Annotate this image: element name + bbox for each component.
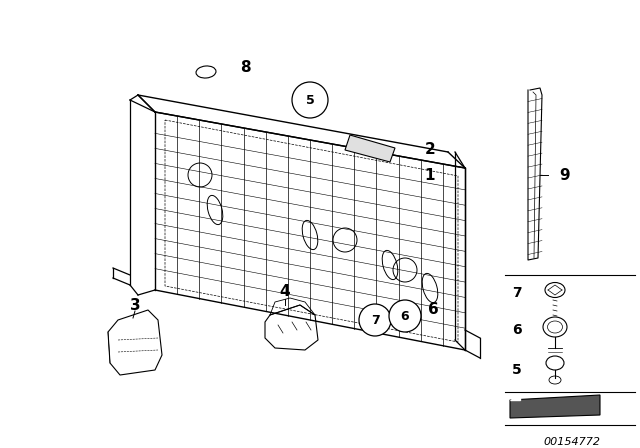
Text: 5: 5: [512, 363, 522, 377]
Circle shape: [359, 304, 391, 336]
Polygon shape: [510, 395, 520, 400]
Text: 6: 6: [401, 310, 410, 323]
Text: 3: 3: [130, 297, 140, 313]
Text: 00154772: 00154772: [543, 437, 600, 447]
Text: 4: 4: [280, 284, 291, 300]
Text: 1: 1: [425, 168, 435, 182]
Polygon shape: [345, 135, 395, 162]
Circle shape: [292, 82, 328, 118]
Text: 6: 6: [512, 323, 522, 337]
Text: 5: 5: [306, 94, 314, 107]
Polygon shape: [510, 395, 600, 418]
Text: 6: 6: [428, 302, 439, 318]
Text: 8: 8: [240, 60, 250, 76]
Circle shape: [389, 300, 421, 332]
Text: 7: 7: [512, 286, 522, 300]
Text: 7: 7: [371, 314, 380, 327]
Text: 9: 9: [560, 168, 570, 182]
Text: 2: 2: [424, 142, 435, 158]
